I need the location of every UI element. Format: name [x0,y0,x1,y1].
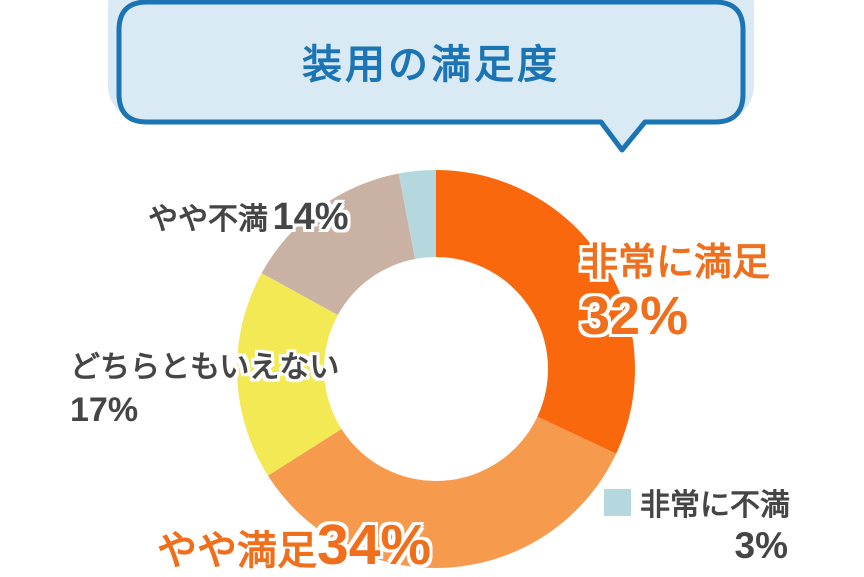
donut-slice-5 [398,170,436,259]
legend-very-dissatisfied-value: 3% [734,525,788,566]
label-neutral-value: 17% [70,391,139,429]
speech-bubble [116,0,746,153]
label-very-satisfied: 非常に満足 32% [580,238,770,344]
label-somewhat-dissatisfied: やや不満 14% [148,194,349,239]
label-very-satisfied-name: 非常に満足 [580,242,771,284]
label-somewhat-satisfied-name: やや満足 [157,529,317,573]
label-neutral: どちらともいえない 17% [70,346,339,430]
donut-slice-4 [261,173,416,316]
legend-very-dissatisfied: 非常に不満 3% [604,480,796,568]
label-neutral-name: どちらともいえない [70,351,340,384]
chart-title-wrap: 装用の満足度 [119,2,743,120]
label-somewhat-satisfied: やや満足34% [157,512,431,577]
label-very-satisfied-value: 32% [580,286,689,346]
label-somewhat-dissatisfied-name: やや不満 [148,203,268,236]
chart-title: 装用の満足度 [302,43,560,87]
legend-swatch-very-dissatisfied [604,488,631,516]
donut-slice-3 [236,273,342,476]
label-somewhat-satisfied-value: 34% [317,513,432,577]
donut-slice-1 [436,170,635,454]
label-somewhat-dissatisfied-value: 14% [272,196,349,238]
legend-very-dissatisfied-name: 非常に不満 [640,489,790,522]
donut-slice-2 [267,416,617,568]
